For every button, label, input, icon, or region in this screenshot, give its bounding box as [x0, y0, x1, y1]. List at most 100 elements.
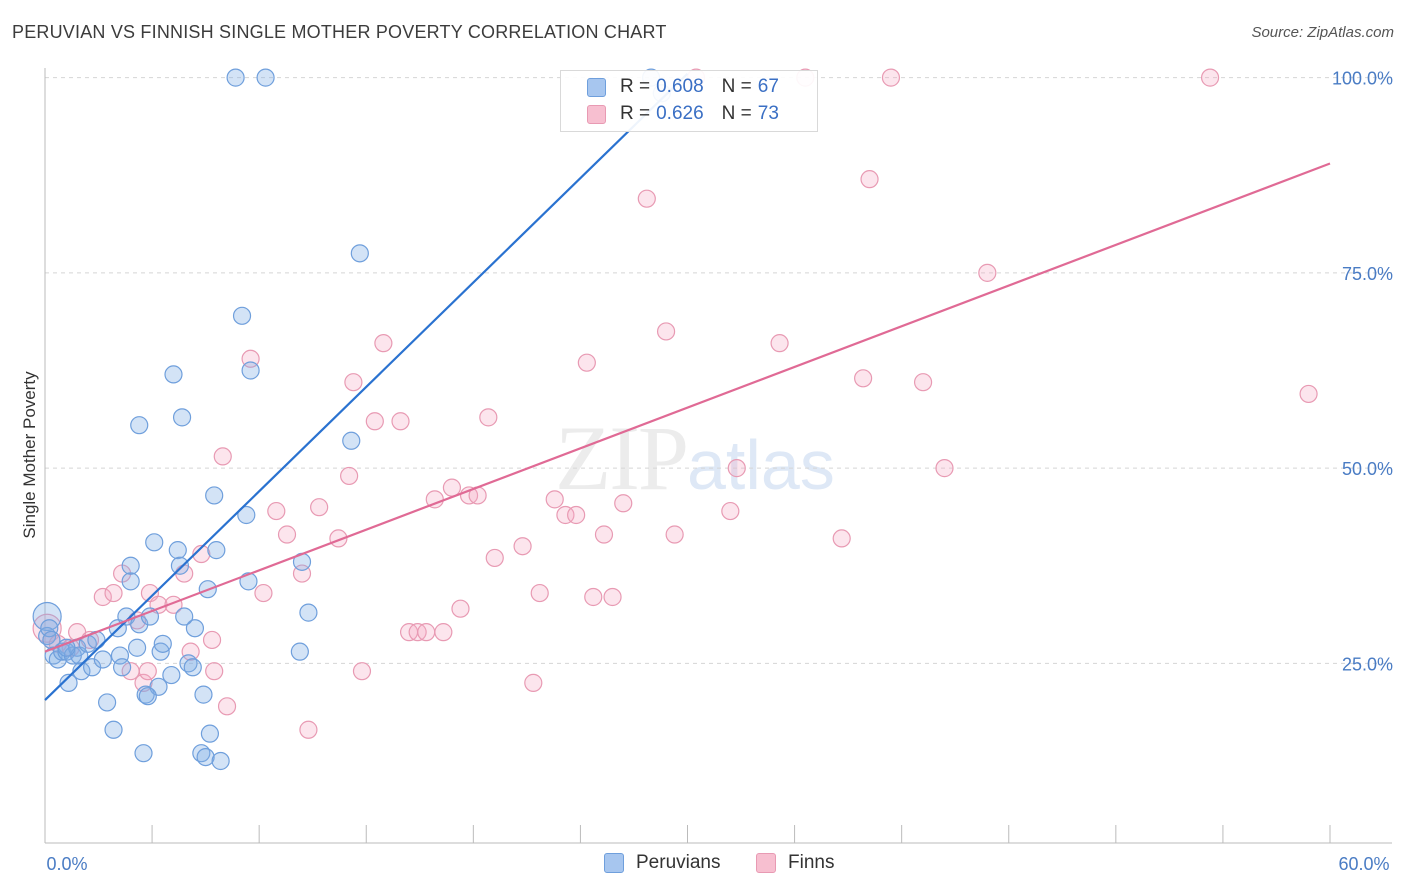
finn-point: [604, 588, 621, 605]
finn-point: [353, 663, 370, 680]
finn-point: [341, 467, 358, 484]
finns-swatch: [587, 105, 606, 124]
bottom-legend-peruvians: Peruvians: [604, 852, 721, 874]
finn-point: [311, 499, 328, 516]
legend-row-peruvians: R = 0.608 N = 67: [587, 74, 779, 100]
peruvian-point: [146, 534, 163, 551]
finns-legend-swatch: [756, 853, 776, 873]
peruvian-point: [212, 752, 229, 769]
finn-point: [915, 374, 932, 391]
peruvian-point: [169, 542, 186, 559]
finns-trend-line: [45, 164, 1330, 652]
finn-point: [219, 698, 236, 715]
finn-point: [771, 335, 788, 352]
finn-point: [666, 526, 683, 543]
finn-point: [728, 460, 745, 477]
peruvians-legend-label: Peruvians: [636, 852, 721, 874]
legend-n-label: N =: [722, 76, 752, 98]
y-tick-label: 25.0%: [1342, 654, 1393, 674]
legend-finns-n: 73: [758, 103, 779, 125]
finn-point: [139, 663, 156, 680]
finn-point: [204, 631, 221, 648]
y-tick-label: 50.0%: [1342, 459, 1393, 479]
peruvian-point: [163, 667, 180, 684]
legend-r-label: R =: [620, 103, 650, 125]
peruvian-point: [343, 432, 360, 449]
finn-point: [435, 624, 452, 641]
finn-point: [615, 495, 632, 512]
peruvians-swatch: [587, 78, 606, 97]
finn-point: [452, 600, 469, 617]
peruvian-point: [242, 362, 259, 379]
peruvian-point: [122, 573, 139, 590]
peruvian-point: [114, 659, 131, 676]
peruvian-point: [184, 659, 201, 676]
peruvian-point: [131, 417, 148, 434]
finn-point: [525, 674, 542, 691]
finn-point: [568, 506, 585, 523]
peruvian-point: [171, 557, 188, 574]
peruvians-legend-swatch: [604, 853, 624, 873]
peruvian-point: [165, 366, 182, 383]
peruvian-point: [135, 745, 152, 762]
peruvian-point: [174, 409, 191, 426]
y-axis-label: Single Mother Poverty: [20, 371, 39, 539]
finn-point: [268, 503, 285, 520]
y-tick-label: 100.0%: [1332, 69, 1393, 89]
peruvian-point: [206, 487, 223, 504]
finn-point: [722, 503, 739, 520]
peruvian-point: [257, 69, 274, 86]
finn-point: [531, 585, 548, 602]
finn-point: [658, 323, 675, 340]
peruvian-point: [227, 69, 244, 86]
finn-point: [578, 354, 595, 371]
peruvian-point: [154, 635, 171, 652]
finn-point: [443, 479, 460, 496]
y-tick-label: 75.0%: [1342, 264, 1393, 284]
peruvian-point: [139, 688, 156, 705]
finn-point: [861, 171, 878, 188]
bottom-legend-finns: Finns: [756, 852, 834, 874]
finn-point: [279, 526, 296, 543]
peruvian-point: [176, 608, 193, 625]
finn-point: [833, 530, 850, 547]
peruvian-point: [122, 557, 139, 574]
legend-n-label: N =: [722, 103, 752, 125]
legend-finns-r: 0.626: [656, 103, 704, 125]
x-tick-label: 60.0%: [1338, 854, 1389, 874]
finn-point: [214, 448, 231, 465]
correlation-legend: R = 0.608 N = 67 R = 0.626 N = 73: [560, 70, 818, 132]
finn-point: [882, 69, 899, 86]
finn-point: [1300, 385, 1317, 402]
finn-point: [585, 588, 602, 605]
peruvian-point: [234, 307, 251, 324]
legend-peruvians-n: 67: [758, 76, 779, 98]
peruvians-trend-line: [45, 74, 688, 700]
finn-point: [480, 409, 497, 426]
peruvian-point: [197, 749, 214, 766]
finn-point: [255, 585, 272, 602]
peruvian-point: [351, 245, 368, 262]
peruvian-point: [94, 651, 111, 668]
finn-point: [936, 460, 953, 477]
finn-point: [1202, 69, 1219, 86]
finn-point: [638, 190, 655, 207]
finn-point: [546, 491, 563, 508]
peruvian-point: [201, 725, 218, 742]
peruvian-point: [208, 542, 225, 559]
legend-peruvians-r: 0.608: [656, 76, 704, 98]
peruvian-point: [99, 694, 116, 711]
legend-row-finns: R = 0.626 N = 73: [587, 101, 779, 127]
finn-point: [486, 549, 503, 566]
peruvian-point: [195, 686, 212, 703]
finn-point: [300, 721, 317, 738]
peruvian-point: [105, 721, 122, 738]
finn-point: [392, 413, 409, 430]
scatter-chart: 25.0%50.0%75.0%100.0%0.0% 60.0%Single Mot…: [0, 0, 1406, 892]
finns-legend-label: Finns: [788, 852, 834, 874]
finn-point: [345, 374, 362, 391]
peruvian-point: [129, 639, 146, 656]
legend-r-label: R =: [620, 76, 650, 98]
finn-point: [375, 335, 392, 352]
finn-point: [206, 663, 223, 680]
